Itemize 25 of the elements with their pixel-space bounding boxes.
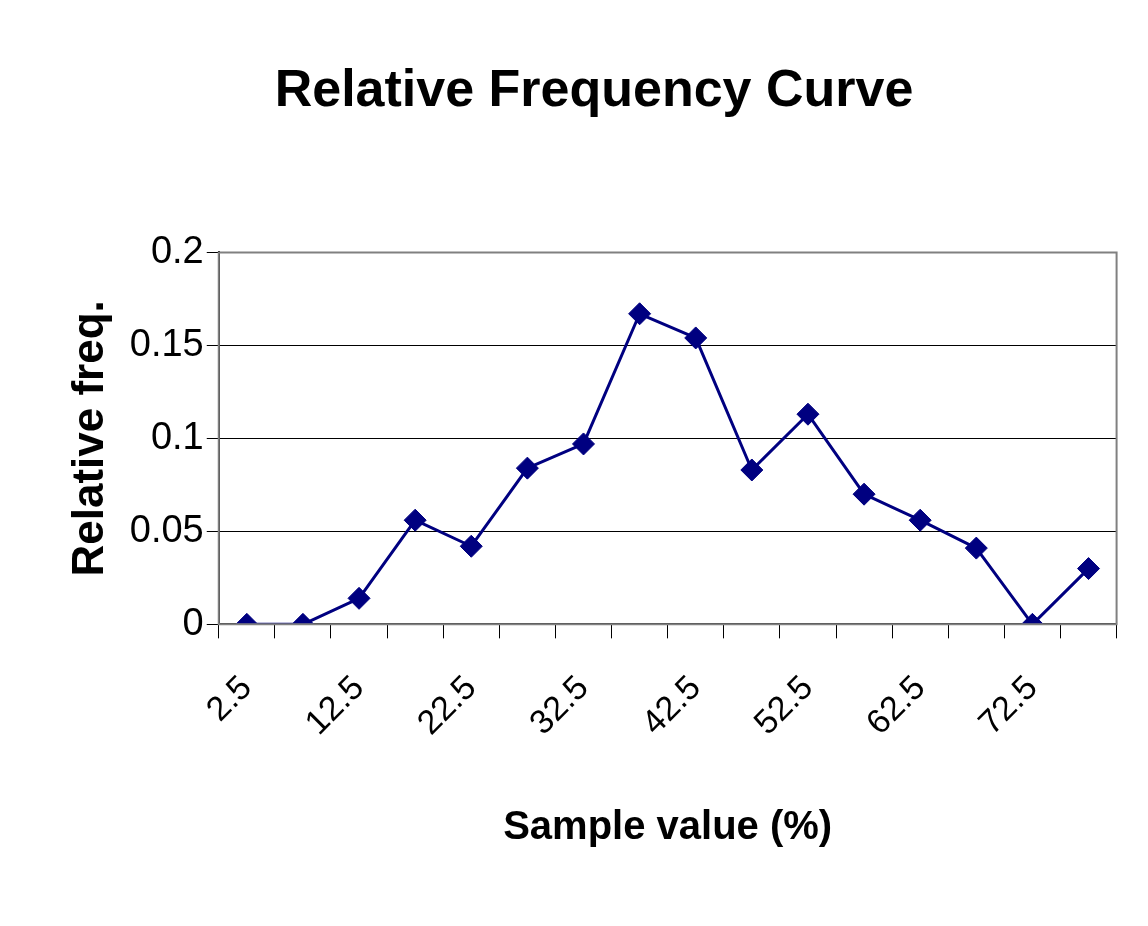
point [740,458,764,482]
point [403,508,427,532]
point [459,534,483,558]
point [515,456,539,480]
x-axis-title: Sample value (%) [503,803,833,848]
x-tick-label: 2.5 [198,667,259,728]
chart-title: Relative Frequency Curve [274,58,914,117]
point [964,536,988,560]
point [684,326,708,350]
x-tick-label: 62.5 [858,667,932,742]
x-tick-label: 72.5 [970,667,1044,742]
point [1077,557,1101,581]
y-tick-label: 0.15 [129,321,204,364]
point [628,302,652,326]
point [796,402,820,426]
y-tick-label: 0.2 [150,228,204,271]
point [852,482,876,506]
point [908,508,932,532]
y-axis-title: Relative freq. [62,300,112,577]
point [347,586,371,610]
y-tick-label: 0.1 [150,414,204,457]
y-tick-label: 0 [182,600,204,643]
x-tick-label: 42.5 [633,667,708,742]
y-tick-label: 0.05 [129,507,204,550]
point [572,432,595,456]
